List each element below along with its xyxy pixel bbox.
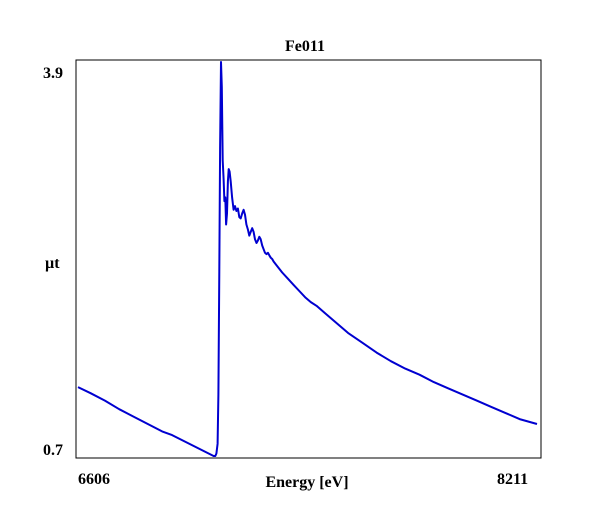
series-line-0 [77,61,538,457]
y-axis-label: µt [45,255,60,272]
series-layer [77,61,538,457]
y-tick-min: 0.7 [43,442,63,459]
plot-frame [75,59,542,459]
x-axis-label: Energy [eV] [265,474,348,491]
y-tick-max: 3.9 [43,65,63,82]
chart-title: Fe011 [285,38,325,55]
x-tick-min: 6606 [78,471,110,488]
x-tick-max: 8211 [497,471,528,488]
